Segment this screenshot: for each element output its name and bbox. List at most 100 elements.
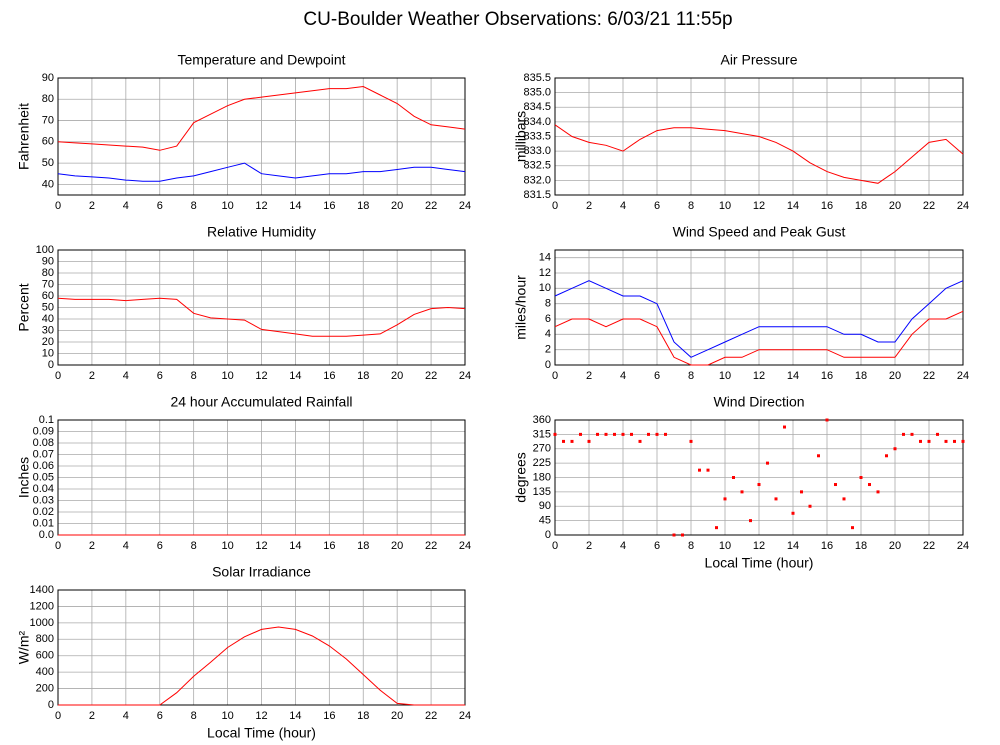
x-tick-label: 0 (55, 540, 61, 552)
x-tick-label: 2 (89, 710, 95, 722)
y-tick-label: 360 (533, 414, 551, 426)
data-point (757, 483, 761, 487)
x-tick-label: 8 (191, 370, 197, 382)
y-tick-label: 833.5 (523, 130, 551, 142)
y-tick-label: 315 (533, 428, 551, 440)
y-tick-label: 40 (42, 313, 54, 325)
x-tick-label: 0 (55, 710, 61, 722)
data-point (562, 439, 565, 443)
y-tick-label: 40 (42, 178, 54, 190)
data-point (553, 432, 557, 436)
x-tick-label: 12 (753, 200, 765, 212)
y-tick-label: 50 (42, 157, 54, 169)
y-tick-label: 90 (42, 255, 54, 267)
y-axis-label: Inches (16, 457, 32, 498)
y-tick-label: 20 (42, 336, 54, 348)
data-line (554, 124, 964, 184)
y-tick-label: 800 (36, 633, 54, 645)
y-tick-label: 835.5 (523, 72, 551, 84)
y-tick-label: 0.08 (33, 437, 54, 449)
data-point (885, 454, 888, 458)
chart-title: Relative Humidity (207, 224, 316, 240)
x-tick-label: 18 (357, 710, 369, 722)
y-tick-label: 0.1 (39, 414, 54, 426)
x-tick-label: 12 (255, 370, 267, 382)
x-tick-label: 2 (89, 200, 95, 212)
data-point (791, 511, 795, 515)
y-tick-label: 90 (42, 72, 54, 84)
y-tick-label: 100 (36, 244, 54, 256)
x-tick-label: 6 (157, 540, 163, 552)
x-tick-label: 10 (221, 710, 233, 722)
x-axis-label: Local Time (hour) (207, 725, 316, 741)
y-tick-label: 270 (533, 443, 551, 455)
x-tick-label: 4 (123, 540, 129, 552)
y-tick-label: 50 (42, 301, 54, 313)
y-tick-label: 0 (48, 359, 54, 371)
x-tick-label: 24 (957, 200, 969, 212)
x-tick-label: 4 (620, 540, 626, 552)
data-point (876, 490, 880, 494)
y-tick-label: 0.07 (33, 448, 54, 460)
y-tick-label: 834.0 (523, 116, 551, 128)
x-tick-label: 0 (552, 540, 558, 552)
x-tick-label: 10 (719, 200, 731, 212)
y-tick-label: 832.0 (523, 174, 551, 186)
data-point (672, 533, 676, 537)
y-axis-label: millibars (513, 111, 529, 162)
x-tick-label: 18 (357, 200, 369, 212)
x-tick-label: 2 (89, 370, 95, 382)
x-tick-label: 0 (552, 200, 558, 212)
y-tick-label: 833.0 (523, 145, 551, 157)
x-tick-label: 20 (889, 540, 901, 552)
y-tick-label: 0.01 (33, 517, 54, 529)
y-tick-label: 1200 (30, 600, 54, 612)
x-tick-label: 8 (191, 200, 197, 212)
x-tick-label: 20 (391, 710, 403, 722)
plot-frame (57, 589, 466, 706)
x-tick-label: 16 (323, 710, 335, 722)
data-point (681, 533, 684, 537)
data-line (554, 310, 964, 366)
x-tick-label: 2 (586, 200, 592, 212)
data-point (800, 490, 803, 494)
data-point (587, 439, 591, 443)
x-tick-label: 0 (55, 200, 61, 212)
x-tick-label: 12 (753, 540, 765, 552)
y-axis-label: Percent (16, 283, 32, 331)
y-tick-label: 0.02 (33, 506, 54, 518)
data-point (953, 439, 956, 443)
x-tick-label: 12 (255, 710, 267, 722)
x-tick-label: 4 (123, 370, 129, 382)
data-point (630, 432, 633, 436)
x-tick-label: 4 (620, 200, 626, 212)
chart-title: Wind Direction (713, 394, 804, 410)
x-tick-label: 24 (957, 370, 969, 382)
y-tick-label: 45 (539, 515, 551, 527)
y-tick-label: 0.04 (33, 483, 54, 495)
x-tick-label: 16 (821, 370, 833, 382)
page-title: CU-Boulder Weather Observations: 6/03/21… (303, 9, 732, 30)
x-tick-label: 16 (821, 540, 833, 552)
data-point (859, 476, 863, 479)
x-tick-label: 4 (123, 200, 129, 212)
data-point (766, 461, 769, 465)
y-tick-label: 831.5 (523, 189, 551, 201)
x-tick-label: 14 (787, 370, 799, 382)
x-tick-label: 14 (289, 200, 301, 212)
data-point (664, 432, 667, 436)
data-point (919, 439, 922, 443)
y-tick-label: 0.06 (33, 460, 54, 472)
y-tick-label: 0.05 (33, 471, 54, 483)
x-tick-label: 14 (289, 710, 301, 722)
x-tick-label: 6 (654, 370, 660, 382)
y-tick-label: 4 (545, 328, 551, 340)
x-tick-label: 12 (255, 200, 267, 212)
x-tick-label: 0 (552, 370, 558, 382)
y-tick-label: 1400 (30, 584, 54, 596)
data-point (774, 497, 778, 501)
chart-title: Wind Speed and Peak Gust (673, 224, 846, 240)
x-tick-label: 8 (688, 540, 694, 552)
y-tick-label: 225 (533, 457, 551, 469)
